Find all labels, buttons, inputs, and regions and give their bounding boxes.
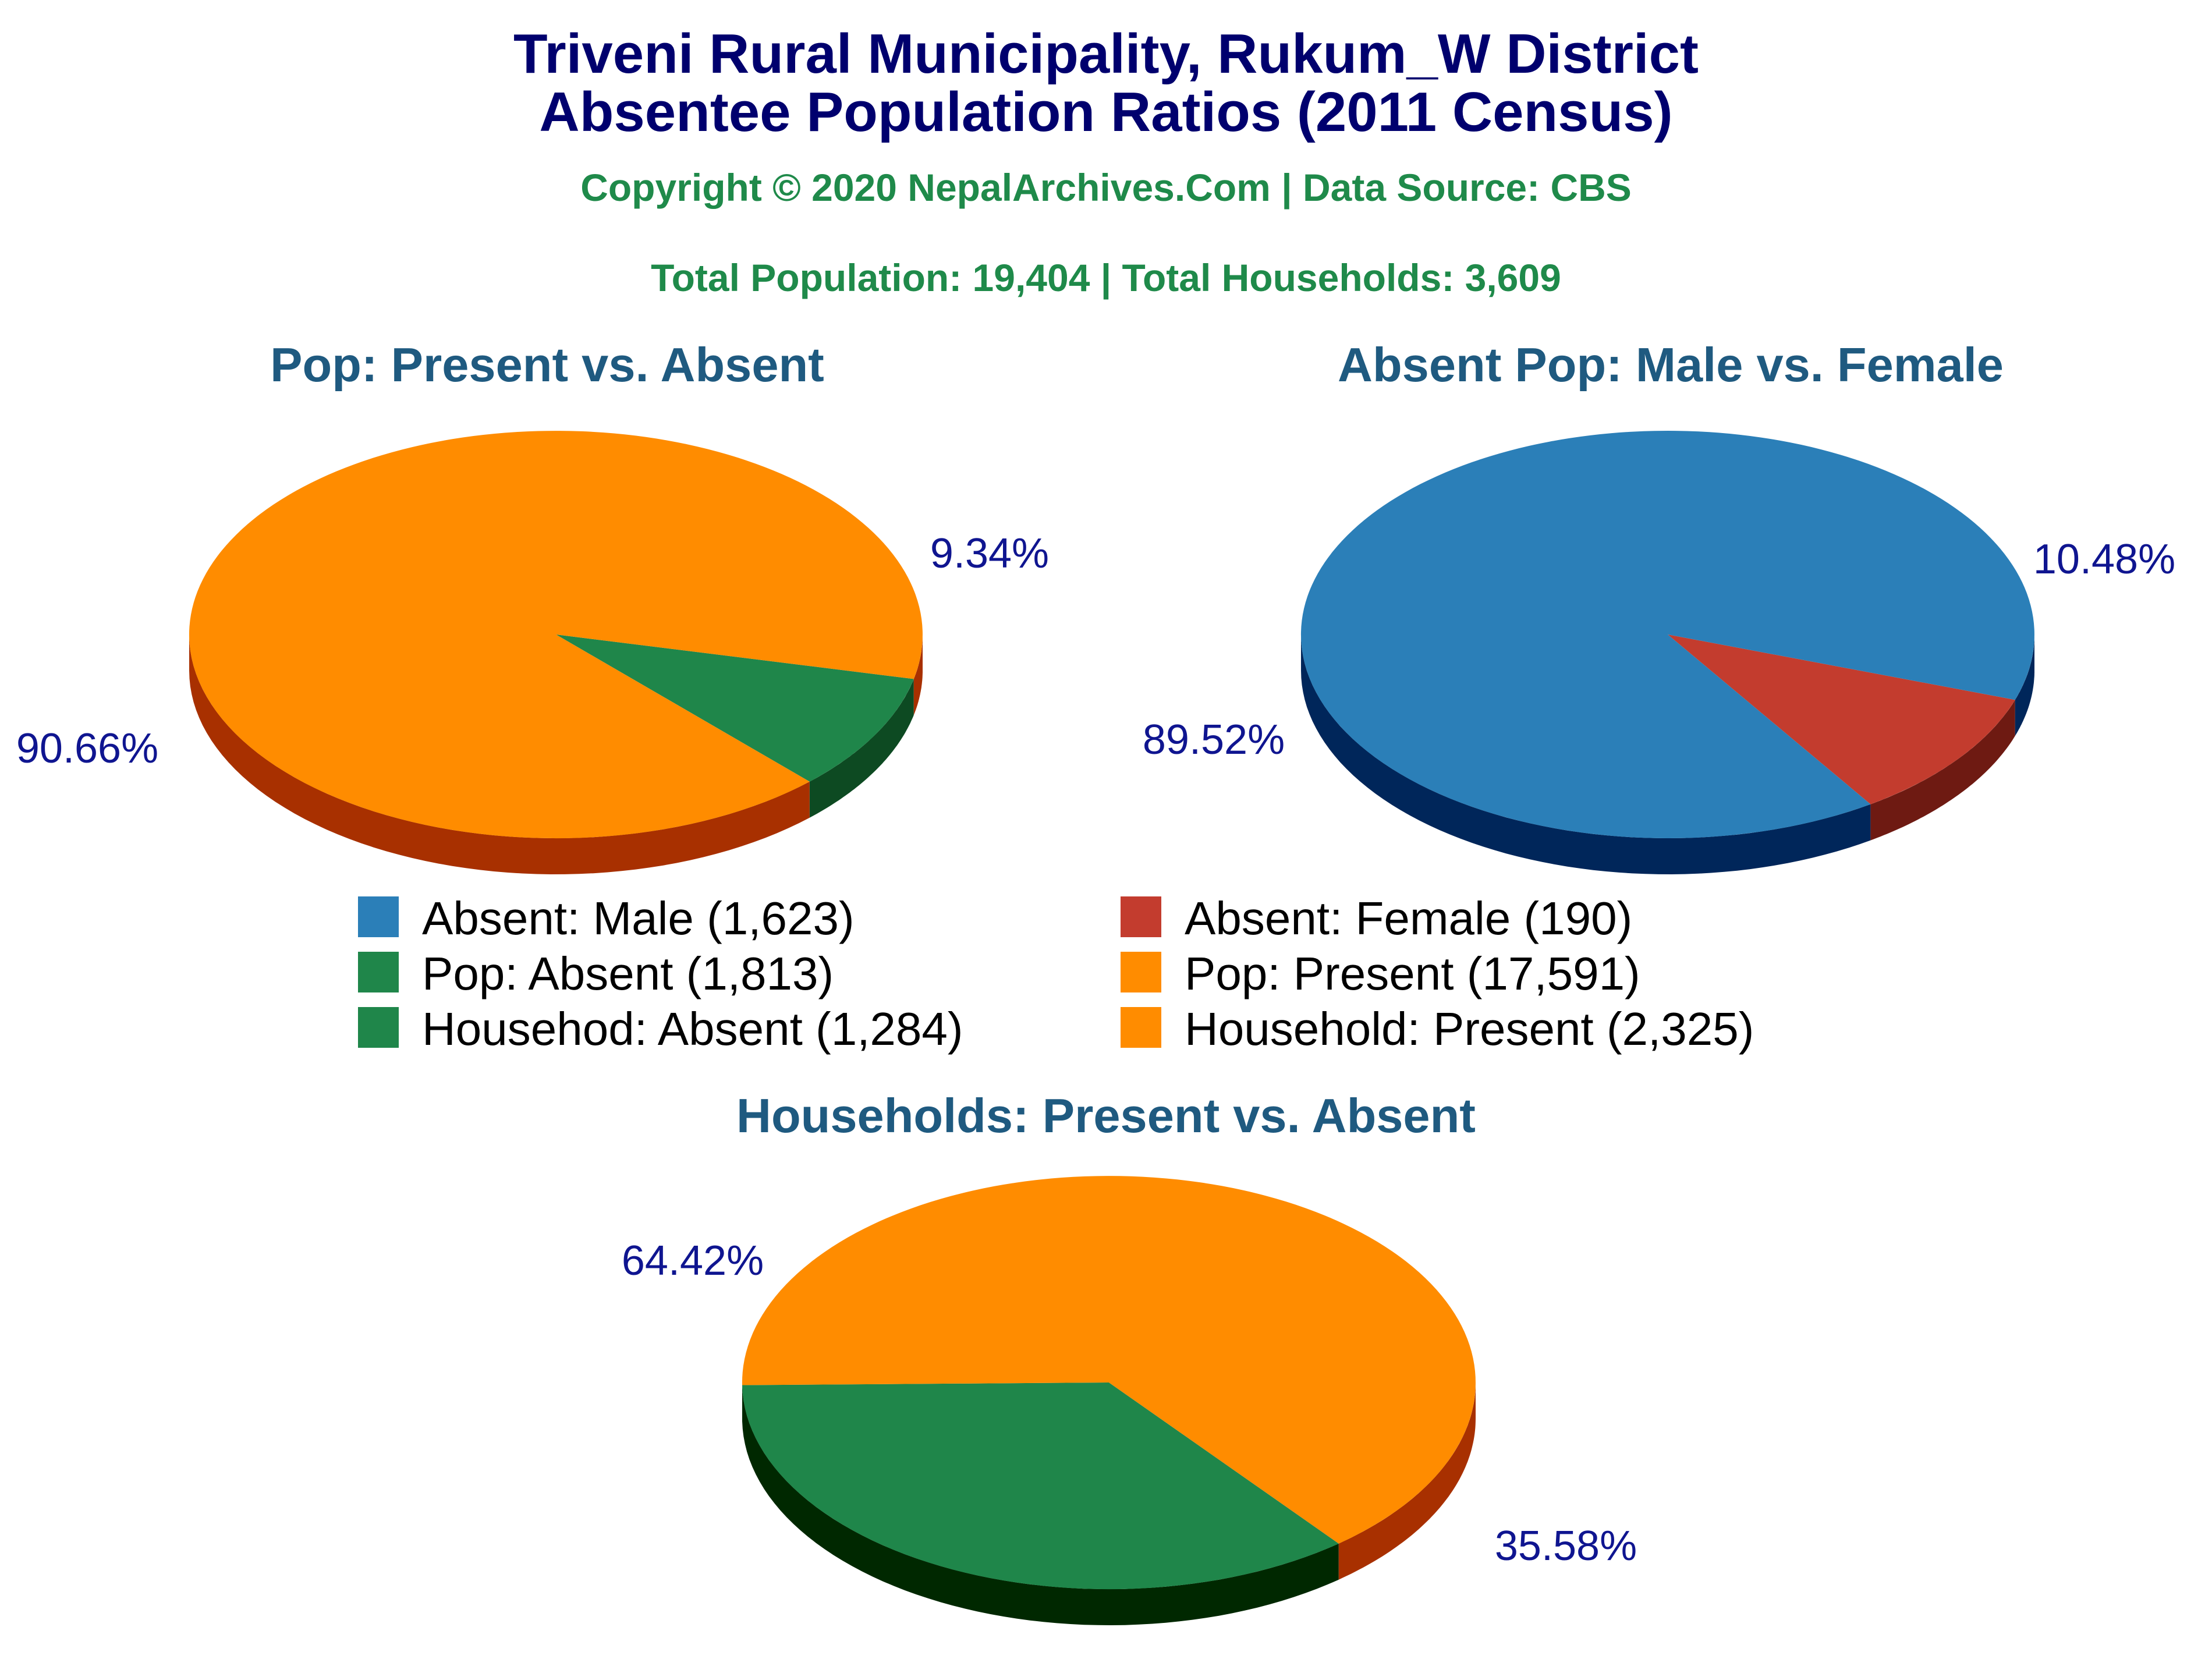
legend-swatch: [358, 1007, 399, 1048]
pie-side-wall: [1301, 634, 1871, 874]
legend-label: Pop: Absent (1,813): [422, 948, 834, 999]
pie-side-wall: [1338, 1383, 1476, 1580]
chart-title-line1: Triveni Rural Municipality, Rukum_W Dist…: [513, 23, 1699, 85]
chart-title-line2: Absentee Population Ratios (2011 Census): [539, 81, 1672, 143]
pie-title-households: Households: Present vs. Absent: [736, 1089, 1476, 1143]
pie-side-wall: [189, 634, 810, 874]
totals-text: Total Population: 19,404 | Total Househo…: [651, 256, 1561, 300]
legend-swatch: [1121, 896, 1161, 937]
pie-percent-label: 9.34%: [930, 530, 1049, 577]
copyright-text: Copyright © 2020 NepalArchives.Com | Dat…: [580, 166, 1632, 210]
pie-side-wall: [742, 1385, 1339, 1625]
pie-chart-absent-gender: 10.48% 89.52%: [1143, 431, 2175, 874]
legend-swatch: [358, 896, 399, 937]
legend-label: Pop: Present (17,591): [1185, 948, 1640, 999]
pie-side-wall: [2015, 634, 2034, 736]
legend: Absent: Male (1,623) Absent: Female (190)…: [358, 892, 1754, 1055]
pie-percent-label: 64.42%: [622, 1238, 764, 1284]
pie-title-population: Pop: Present vs. Absent: [270, 338, 824, 392]
pie-chart-population: 9.34% 90.66%: [16, 431, 1049, 874]
legend-item: Absent: Female (190): [1121, 892, 1632, 944]
pie-chart-households: 35.58% 64.42%: [622, 1176, 1637, 1625]
pie-side-wall: [913, 634, 923, 715]
legend-item: Household: Present (2,325): [1121, 1003, 1754, 1055]
legend-label: Househod: Absent (1,284): [422, 1003, 963, 1055]
legend-swatch: [1121, 952, 1161, 992]
legend-swatch: [1121, 1007, 1161, 1048]
pie-slice: [742, 1176, 1476, 1544]
pie-slice: [742, 1383, 1339, 1590]
legend-item: Absent: Male (1,623): [358, 892, 855, 944]
legend-item: Pop: Present (17,591): [1121, 948, 1640, 999]
legend-item: Househod: Absent (1,284): [358, 1003, 963, 1055]
pie-percent-label: 89.52%: [1143, 717, 1285, 763]
pie-side-wall: [809, 679, 914, 818]
pie-percent-label: 90.66%: [16, 725, 158, 772]
pie-title-absent-gender: Absent Pop: Male vs. Female: [1338, 338, 2004, 392]
legend-swatch: [358, 952, 399, 992]
legend-label: Absent: Male (1,623): [422, 892, 855, 944]
pie-slice: [556, 634, 914, 782]
legend-item: Pop: Absent (1,813): [358, 948, 834, 999]
pie-slice: [1300, 431, 2034, 839]
pie-slice: [189, 431, 923, 839]
pie-slice: [1668, 634, 2015, 804]
pie-percent-label: 10.48%: [2033, 536, 2175, 583]
pie-side-wall: [1870, 700, 2015, 841]
legend-label: Absent: Female (190): [1185, 892, 1632, 944]
pie-percent-label: 35.58%: [1495, 1523, 1637, 1569]
legend-label: Household: Present (2,325): [1185, 1003, 1754, 1055]
